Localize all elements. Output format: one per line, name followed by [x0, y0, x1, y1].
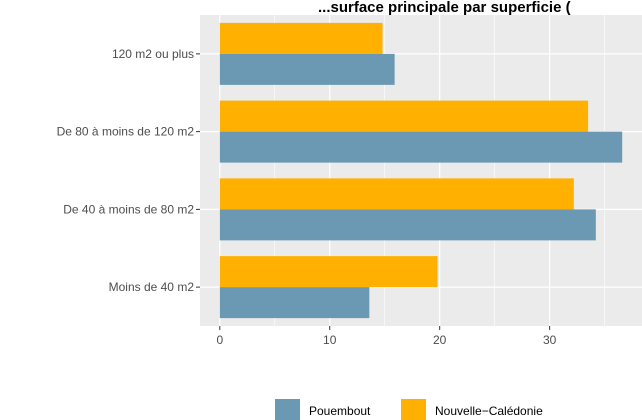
bar-pouembout: [219, 287, 370, 319]
chart-title: ...surface principale par superficie (: [318, 0, 571, 16]
x-tick-label: 10: [323, 333, 337, 347]
x-tick-label: 20: [433, 333, 447, 347]
y-tick-label: 120 m2 ou plus: [112, 47, 194, 61]
x-tick-label: 30: [543, 333, 557, 347]
legend-label: Pouembout: [309, 404, 371, 418]
bar-nouvelle-caledonie: [219, 256, 438, 288]
y-tick-label: Moins de 40 m2: [109, 280, 195, 294]
y-tick-label: De 80 à moins de 120 m2: [57, 125, 195, 139]
bar-pouembout: [219, 209, 596, 241]
legend: Pouembout Nouvelle−Calédonie: [275, 399, 543, 420]
legend-swatch: [401, 399, 426, 420]
x-axis: 0 10 20 30: [216, 326, 557, 347]
bar-nouvelle-caledonie: [219, 100, 589, 132]
legend-swatch: [275, 399, 300, 420]
bars: [219, 22, 623, 319]
bar-pouembout: [219, 53, 395, 85]
y-axis: 120 m2 ou plus De 80 à moins de 120 m2 De …: [57, 47, 200, 294]
legend-label: Nouvelle−Calédonie: [435, 404, 543, 418]
bar-nouvelle-caledonie: [219, 178, 574, 210]
bar-pouembout: [219, 131, 623, 163]
x-tick-label: 0: [216, 333, 223, 347]
bar-nouvelle-caledonie: [219, 22, 383, 54]
y-tick-label: De 40 à moins de 80 m2: [63, 202, 194, 216]
